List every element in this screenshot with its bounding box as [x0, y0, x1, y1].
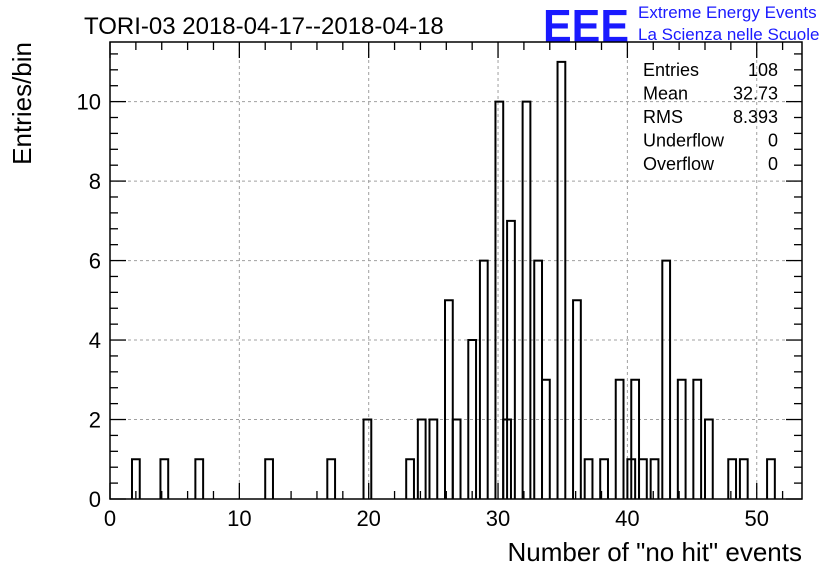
stats-value: 8.393 [733, 107, 778, 127]
histogram-bar [428, 418, 439, 499]
stats-box: Entries 108 Mean 32.73 RMS 8.393 Underflow 0 Ove… [643, 60, 778, 174]
grid-lines [110, 42, 802, 499]
stats-label: RMS [643, 107, 683, 127]
histogram-bar [572, 299, 582, 499]
stats-label: Underflow [643, 131, 725, 151]
histogram-bar [692, 378, 703, 499]
histogram-bar [444, 299, 454, 499]
histogram-bar [766, 458, 776, 499]
histogram-bar [159, 458, 170, 499]
histogram-bar [326, 458, 337, 499]
y-tick-label: 8 [89, 169, 101, 194]
x-tick-label: 40 [615, 506, 639, 531]
x-axis-label: Number of "no hit" events [508, 537, 803, 567]
histogram-bar [506, 219, 516, 499]
y-tick-label: 6 [89, 249, 101, 274]
histogram-bar [533, 259, 544, 499]
stats-label: Overflow [643, 154, 715, 174]
x-tick-label: 30 [486, 506, 510, 531]
histogram-bar [556, 60, 567, 499]
histogram-bar [661, 259, 672, 499]
histogram-bar [703, 418, 714, 499]
histogram-bar [727, 458, 738, 499]
axis-ticks [109, 42, 802, 500]
x-tick-label: 0 [104, 506, 116, 531]
histogram-bar [676, 378, 687, 499]
logo-line-2: La Scienza nelle Scuole [638, 25, 819, 44]
chart-title: TORI-03 2018-04-17--2018-04-18 [84, 13, 444, 40]
y-tick-label: 0 [89, 487, 101, 512]
stats-label: Entries [643, 60, 699, 80]
histogram-bar [583, 458, 594, 499]
histogram-bar [130, 458, 141, 499]
histogram-bar [541, 378, 551, 499]
histogram-bar [416, 418, 427, 499]
logo-mark: EEE [543, 0, 629, 52]
histogram-bar [614, 378, 625, 499]
histogram-bar [451, 418, 462, 499]
histogram-bar [638, 458, 648, 499]
histogram-bar [194, 458, 205, 499]
y-axis-label: Entries/bin [7, 42, 37, 165]
histogram-bar [630, 378, 641, 499]
x-tick-labels: 0 10 20 30 40 50 [104, 506, 769, 531]
x-tick-label: 50 [744, 506, 768, 531]
histogram-bar [405, 458, 415, 499]
y-tick-label: 2 [89, 408, 101, 433]
histogram-bar [467, 339, 478, 499]
stats-value: 108 [748, 60, 778, 80]
stats-value: 0 [768, 154, 778, 174]
stats-value: 32.73 [733, 84, 778, 104]
histogram-bar [521, 100, 532, 499]
logo-line-1: Extreme Energy Events [638, 3, 817, 22]
y-tick-labels: 0 2 4 6 8 10 [77, 90, 101, 512]
eee-logo: EEE Extreme Energy Events La Scienza nel… [543, 0, 819, 52]
y-tick-label: 4 [89, 328, 101, 353]
plot-frame [109, 41, 803, 500]
histogram-bar [264, 458, 274, 499]
histogram-bars [130, 60, 776, 499]
histogram-bar [478, 259, 489, 499]
stats-label: Mean [643, 84, 688, 104]
histogram-bar [738, 458, 749, 499]
x-tick-label: 20 [356, 506, 380, 531]
histogram-bar [494, 100, 505, 499]
histogram-bar [362, 418, 373, 499]
histogram-bar [649, 458, 660, 499]
x-tick-label: 10 [227, 506, 251, 531]
y-tick-label: 10 [77, 90, 101, 115]
stats-value: 0 [768, 131, 778, 151]
histogram-bar [599, 458, 609, 499]
